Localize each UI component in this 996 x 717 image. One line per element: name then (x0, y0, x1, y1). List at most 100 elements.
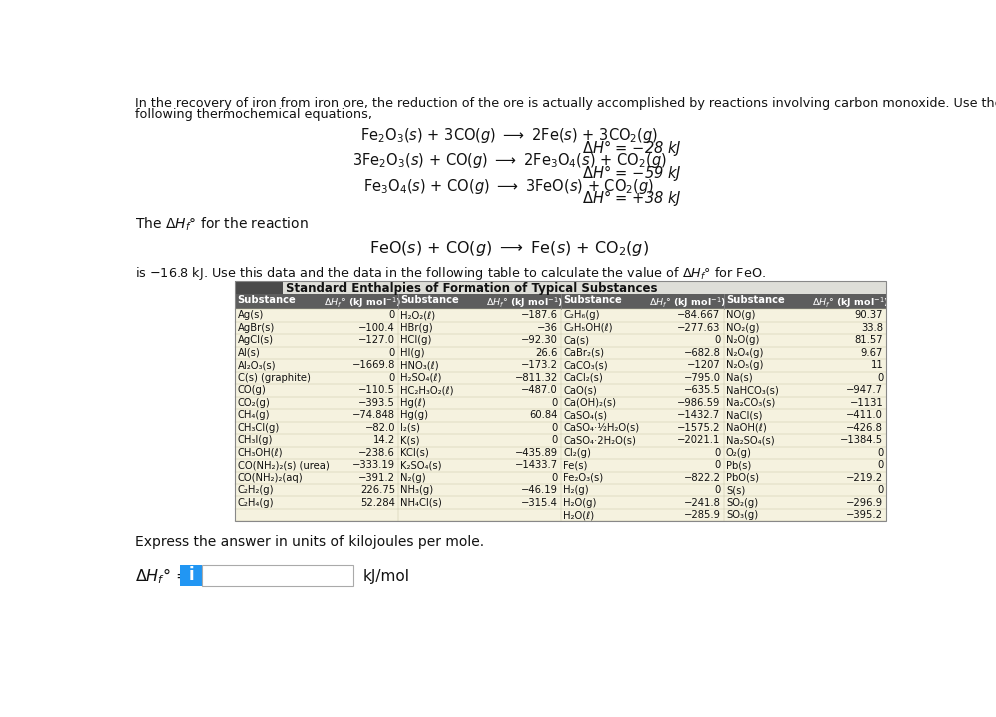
Text: $\Delta H°$ = +38 kJ: $\Delta H°$ = +38 kJ (583, 189, 682, 209)
Text: H₂O(g): H₂O(g) (563, 498, 597, 508)
Bar (235, 447, 886, 459)
Text: −36: −36 (537, 323, 558, 333)
Text: In the recovery of iron from iron ore, the reduction of the ore is actually acco: In the recovery of iron from iron ore, t… (135, 97, 996, 110)
Text: 0: 0 (388, 373, 395, 383)
Bar (235, 309, 886, 322)
Text: SO₃(g): SO₃(g) (726, 510, 758, 520)
Text: CO(NH₂)₂(aq): CO(NH₂)₂(aq) (238, 473, 303, 483)
Text: NO(g): NO(g) (726, 310, 755, 320)
Text: Fe$_3$O$_4$($s$) + CO($g$) $\longrightarrow$ 3FeO($s$) + CO$_2$($g$): Fe$_3$O$_4$($s$) + CO($g$) $\longrightar… (364, 177, 654, 196)
Text: 0: 0 (552, 423, 558, 433)
Text: AgBr(s): AgBr(s) (238, 323, 275, 333)
Text: N₂O₅(g): N₂O₅(g) (726, 361, 763, 371)
Text: CO(g): CO(g) (238, 385, 266, 395)
Text: HCl(g): HCl(g) (400, 336, 432, 346)
Text: 0: 0 (876, 373, 883, 383)
Bar (235, 294, 886, 309)
Text: Na₂SO₄(s): Na₂SO₄(s) (726, 435, 775, 445)
Bar (235, 459, 886, 472)
Text: Al(s): Al(s) (238, 348, 260, 358)
Bar (235, 434, 886, 447)
Text: −219.2: −219.2 (846, 473, 883, 483)
Text: 0: 0 (876, 447, 883, 457)
Text: Na(s): Na(s) (726, 373, 753, 383)
Text: −1669.8: −1669.8 (352, 361, 395, 371)
Text: CaSO₄(s): CaSO₄(s) (563, 410, 608, 420)
Text: Fe(s): Fe(s) (563, 460, 588, 470)
Text: −682.8: −682.8 (683, 348, 720, 358)
Bar (235, 409, 886, 422)
Text: $\Delta H_f°$ =: $\Delta H_f°$ = (135, 566, 189, 586)
Text: −411.0: −411.0 (847, 410, 883, 420)
Text: Substance: Substance (726, 295, 785, 305)
Text: 0: 0 (552, 398, 558, 408)
Text: H₂O(ℓ): H₂O(ℓ) (563, 510, 595, 520)
Text: 0: 0 (714, 336, 720, 346)
Text: 0: 0 (552, 435, 558, 445)
Text: kJ/mol: kJ/mol (363, 569, 409, 584)
Text: CaSO₄·2H₂O(s): CaSO₄·2H₂O(s) (563, 435, 636, 445)
Text: C₂H₅OH(ℓ): C₂H₅OH(ℓ) (563, 323, 613, 333)
Text: −277.63: −277.63 (677, 323, 720, 333)
Bar (235, 422, 886, 434)
Text: −127.0: −127.0 (358, 336, 395, 346)
Text: Substance: Substance (238, 295, 297, 305)
Text: −84.667: −84.667 (677, 310, 720, 320)
Text: Na₂CO₃(s): Na₂CO₃(s) (726, 398, 775, 408)
Text: HC₂H₃O₂(ℓ): HC₂H₃O₂(ℓ) (400, 385, 454, 395)
Text: HI(g): HI(g) (400, 348, 425, 358)
Text: H₂(g): H₂(g) (563, 485, 589, 495)
Text: S(s): S(s) (726, 485, 745, 495)
Text: HNO₃(ℓ): HNO₃(ℓ) (400, 361, 439, 371)
Bar (235, 397, 886, 409)
Text: Al₂O₃(s): Al₂O₃(s) (238, 361, 276, 371)
Text: −947.7: −947.7 (847, 385, 883, 395)
Text: Fe₂O₃(s): Fe₂O₃(s) (563, 473, 604, 483)
Text: C₂H₄(g): C₂H₄(g) (238, 498, 274, 508)
Text: $\Delta H°$ = $-$59 kJ: $\Delta H°$ = $-$59 kJ (583, 163, 682, 183)
Text: 26.6: 26.6 (536, 348, 558, 358)
Text: Standard Enthalpies of Formation of Typical Substances: Standard Enthalpies of Formation of Typi… (287, 282, 658, 295)
Text: C₂H₆(g): C₂H₆(g) (563, 310, 600, 320)
Text: N₂(g): N₂(g) (400, 473, 426, 483)
Text: 9.67: 9.67 (861, 348, 883, 358)
Text: CH₃OH(ℓ): CH₃OH(ℓ) (238, 447, 283, 457)
Text: −1384.5: −1384.5 (840, 435, 883, 445)
Text: SO₂(g): SO₂(g) (726, 498, 758, 508)
Text: following thermochemical equations,: following thermochemical equations, (135, 108, 373, 120)
Bar (235, 281, 284, 294)
Text: 0: 0 (876, 460, 883, 470)
Text: CO(NH₂)₂(s) (urea): CO(NH₂)₂(s) (urea) (238, 460, 330, 470)
Text: NH₃(g): NH₃(g) (400, 485, 433, 495)
Text: 226.75: 226.75 (360, 485, 395, 495)
Text: 60.84: 60.84 (529, 410, 558, 420)
Text: −100.4: −100.4 (359, 323, 395, 333)
Text: I₂(s): I₂(s) (400, 423, 420, 433)
Bar (235, 347, 886, 359)
Text: Hg(ℓ): Hg(ℓ) (400, 398, 426, 408)
Bar (235, 384, 886, 397)
Text: −285.9: −285.9 (683, 510, 720, 520)
Bar (235, 371, 886, 384)
Bar (235, 496, 886, 509)
Text: 3Fe$_2$O$_3$($s$) + CO($g$) $\longrightarrow$ 2Fe$_3$O$_4$($s$) + CO$_2$($g$): 3Fe$_2$O$_3$($s$) + CO($g$) $\longrighta… (352, 151, 666, 171)
Text: K₂SO₄(s): K₂SO₄(s) (400, 460, 442, 470)
Bar (284, 281, 886, 294)
Text: −1207: −1207 (686, 361, 720, 371)
Bar (235, 509, 886, 521)
Text: Substance: Substance (563, 295, 622, 305)
Text: N₂O(g): N₂O(g) (726, 336, 759, 346)
Text: CaO(s): CaO(s) (563, 385, 597, 395)
Text: $\Delta H_f°$ (kJ mol$^{-1}$): $\Delta H_f°$ (kJ mol$^{-1}$) (324, 295, 400, 310)
Text: −92.30: −92.30 (521, 336, 558, 346)
Text: −173.2: −173.2 (521, 361, 558, 371)
Text: Ca(s): Ca(s) (563, 336, 590, 346)
Text: −635.5: −635.5 (683, 385, 720, 395)
Text: CH₃Cl(g): CH₃Cl(g) (238, 423, 280, 433)
Text: H₂O₂(ℓ): H₂O₂(ℓ) (400, 310, 435, 320)
Text: NaHCO₃(s): NaHCO₃(s) (726, 385, 779, 395)
Text: CO₂(g): CO₂(g) (238, 398, 270, 408)
Bar (235, 322, 886, 334)
Text: H₂SO₄(ℓ): H₂SO₄(ℓ) (400, 373, 442, 383)
Text: 90.37: 90.37 (855, 310, 883, 320)
